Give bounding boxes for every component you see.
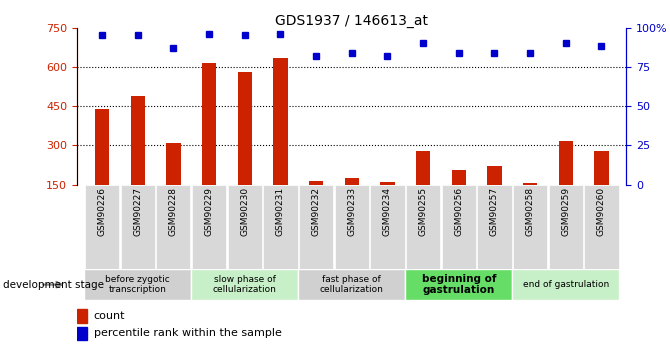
Text: GDS1937 / 146613_at: GDS1937 / 146613_at: [275, 14, 428, 28]
FancyBboxPatch shape: [191, 269, 298, 300]
Bar: [166, 143, 180, 185]
Text: count: count: [94, 311, 125, 321]
Text: GSM90230: GSM90230: [241, 187, 249, 236]
FancyBboxPatch shape: [477, 185, 512, 269]
FancyBboxPatch shape: [121, 185, 155, 269]
FancyBboxPatch shape: [406, 185, 440, 269]
Bar: [594, 150, 608, 185]
Text: GSM90227: GSM90227: [133, 187, 142, 236]
Bar: [344, 178, 359, 185]
Bar: [381, 182, 395, 185]
Text: GSM90260: GSM90260: [597, 187, 606, 236]
FancyBboxPatch shape: [513, 185, 547, 269]
Bar: [131, 96, 145, 185]
Bar: [95, 109, 109, 185]
Text: GSM90233: GSM90233: [347, 187, 356, 236]
FancyBboxPatch shape: [405, 269, 513, 300]
Text: GSM90231: GSM90231: [276, 187, 285, 236]
Text: GSM90259: GSM90259: [561, 187, 570, 236]
Bar: [523, 183, 537, 185]
FancyBboxPatch shape: [299, 185, 333, 269]
FancyBboxPatch shape: [156, 185, 190, 269]
Text: GSM90257: GSM90257: [490, 187, 499, 236]
Bar: [452, 170, 466, 185]
FancyBboxPatch shape: [442, 185, 476, 269]
Bar: [559, 141, 573, 185]
Bar: [309, 181, 323, 185]
Text: GSM90256: GSM90256: [454, 187, 463, 236]
Bar: [77, 327, 87, 340]
Bar: [238, 72, 252, 185]
Text: GSM90226: GSM90226: [98, 187, 107, 236]
FancyBboxPatch shape: [228, 185, 262, 269]
FancyBboxPatch shape: [549, 185, 583, 269]
Text: beginning of
gastrulation: beginning of gastrulation: [421, 274, 496, 295]
Text: GSM90228: GSM90228: [169, 187, 178, 236]
Text: slow phase of
cellularization: slow phase of cellularization: [213, 275, 277, 294]
Text: GSM90234: GSM90234: [383, 187, 392, 236]
Text: GSM90232: GSM90232: [312, 187, 320, 236]
FancyBboxPatch shape: [263, 185, 297, 269]
FancyBboxPatch shape: [371, 185, 405, 269]
FancyBboxPatch shape: [334, 185, 369, 269]
Text: end of gastrulation: end of gastrulation: [523, 280, 609, 289]
Bar: [202, 63, 216, 185]
Text: GSM90255: GSM90255: [419, 187, 427, 236]
Text: GSM90258: GSM90258: [526, 187, 535, 236]
FancyBboxPatch shape: [298, 269, 405, 300]
Text: development stage: development stage: [3, 280, 105, 289]
Text: fast phase of
cellularization: fast phase of cellularization: [320, 275, 384, 294]
Bar: [273, 58, 287, 185]
Text: before zygotic
transcription: before zygotic transcription: [105, 275, 170, 294]
Text: percentile rank within the sample: percentile rank within the sample: [94, 328, 281, 338]
Bar: [77, 309, 87, 323]
FancyBboxPatch shape: [584, 185, 618, 269]
FancyBboxPatch shape: [85, 185, 119, 269]
Text: GSM90229: GSM90229: [204, 187, 214, 236]
Bar: [487, 166, 502, 185]
FancyBboxPatch shape: [513, 269, 619, 300]
FancyBboxPatch shape: [192, 185, 226, 269]
FancyBboxPatch shape: [84, 269, 191, 300]
Bar: [416, 150, 430, 185]
